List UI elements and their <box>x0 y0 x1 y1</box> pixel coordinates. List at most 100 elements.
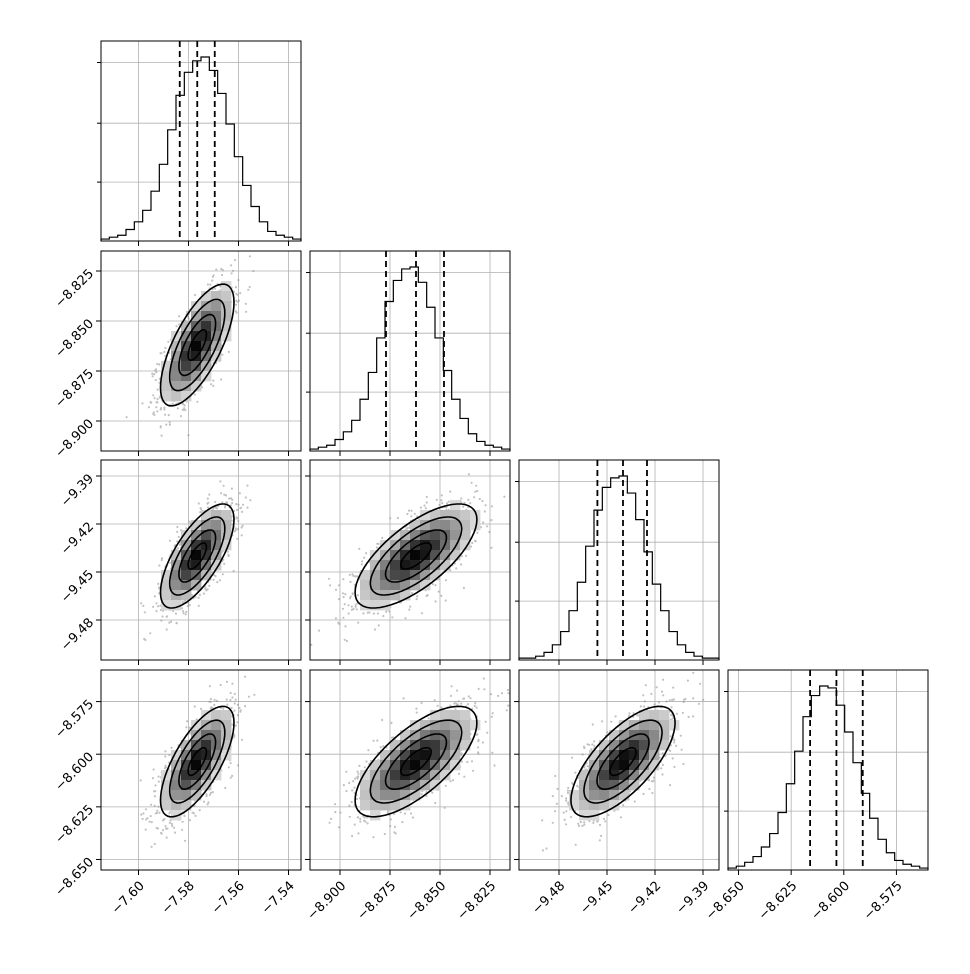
density-cell <box>390 540 401 551</box>
density-cell <box>430 510 441 521</box>
density-cell <box>569 800 580 811</box>
density-cell <box>440 720 451 731</box>
density-cell <box>420 560 431 571</box>
density-cell <box>450 500 461 511</box>
density-cell <box>181 580 192 591</box>
y-tick-label: −8.575 <box>52 697 97 742</box>
contour-level-0 <box>609 747 637 777</box>
panel-frame <box>518 669 720 871</box>
y-tick-label: −8.650 <box>52 855 97 900</box>
density-cell <box>410 730 421 741</box>
density-cell <box>579 770 590 781</box>
panel-frame <box>309 250 511 452</box>
density-cell <box>609 750 620 761</box>
density-cell <box>569 790 580 801</box>
density-cell <box>201 740 212 751</box>
density-cell <box>619 780 630 791</box>
density-cell <box>201 301 212 312</box>
density-cell <box>181 331 192 342</box>
contour-level-0 <box>399 542 433 570</box>
density-cell <box>619 740 630 751</box>
density-cell <box>221 730 232 741</box>
density-cell <box>450 730 461 741</box>
density-cell <box>589 800 600 811</box>
contour-level-3 <box>354 503 478 609</box>
density-cell <box>171 780 182 791</box>
density-panel-3-1 <box>305 669 511 875</box>
density-cell <box>450 750 461 761</box>
density-cell <box>440 740 451 751</box>
density-cell <box>191 321 202 332</box>
y-tick-label: −8.600 <box>52 750 97 795</box>
x-tick-label: −7.54 <box>259 879 298 918</box>
density-cell <box>390 800 401 811</box>
density-cell <box>430 530 441 541</box>
density-cell <box>440 520 451 531</box>
density-cell <box>460 710 471 721</box>
density-cell <box>211 311 222 322</box>
density-cell <box>400 760 411 771</box>
density-cell <box>390 580 401 591</box>
density-cell <box>599 800 610 811</box>
density-cell <box>161 391 172 402</box>
density-cell <box>211 550 222 561</box>
density-cell <box>460 520 471 531</box>
density-cell <box>460 730 471 741</box>
contour-level-0 <box>187 747 208 777</box>
density-cell <box>181 530 192 541</box>
density-cell <box>430 570 441 581</box>
density-cell <box>161 580 172 591</box>
density-cell <box>390 570 401 581</box>
contour-level-2 <box>369 719 463 804</box>
density-cell <box>380 540 391 551</box>
contour-level-2 <box>168 719 226 804</box>
density-cell <box>619 760 630 771</box>
density-cell <box>191 770 202 781</box>
density-cell <box>380 770 391 781</box>
density-cell <box>201 530 212 541</box>
density-cell <box>420 540 431 551</box>
density-cell <box>460 740 471 751</box>
density-cell <box>460 510 471 521</box>
contour-level-3 <box>159 283 235 407</box>
density-cell <box>450 710 461 721</box>
x-tick-label: −8.825 <box>455 879 500 924</box>
contour-level-2 <box>369 516 463 596</box>
density-cell <box>639 740 650 751</box>
contour-level-2 <box>168 298 226 392</box>
density-cell <box>420 580 431 591</box>
x-tick-label: −9.45 <box>577 879 616 918</box>
contour-level-2 <box>583 719 663 804</box>
density-cell <box>201 570 212 581</box>
density-cell <box>191 740 202 751</box>
density-cell <box>430 730 441 741</box>
density-cell <box>400 560 411 571</box>
density-cell <box>171 391 182 402</box>
density-cell <box>450 740 461 751</box>
panel-frame <box>100 459 302 661</box>
contour-level-3 <box>354 705 478 818</box>
density-cell <box>171 550 182 561</box>
density-cell <box>589 790 600 801</box>
density-cell <box>400 570 411 581</box>
density-cell <box>450 720 461 731</box>
density-cell <box>191 520 202 531</box>
density-cell <box>171 570 182 581</box>
density-cell <box>410 790 421 801</box>
density-cell <box>191 341 202 352</box>
density-cell <box>430 560 441 571</box>
density-cell <box>161 600 172 611</box>
density-cell <box>360 580 371 591</box>
density-cell <box>380 750 391 761</box>
density-cell <box>360 780 371 791</box>
density-cell <box>430 540 441 551</box>
density-cell <box>171 790 182 801</box>
density-cell <box>629 750 640 761</box>
x-tick-label: −8.650 <box>703 879 748 924</box>
density-cell <box>221 740 232 751</box>
density-cell <box>410 530 421 541</box>
density-cell <box>400 730 411 741</box>
density-cell <box>181 341 192 352</box>
density-cell <box>181 371 192 382</box>
